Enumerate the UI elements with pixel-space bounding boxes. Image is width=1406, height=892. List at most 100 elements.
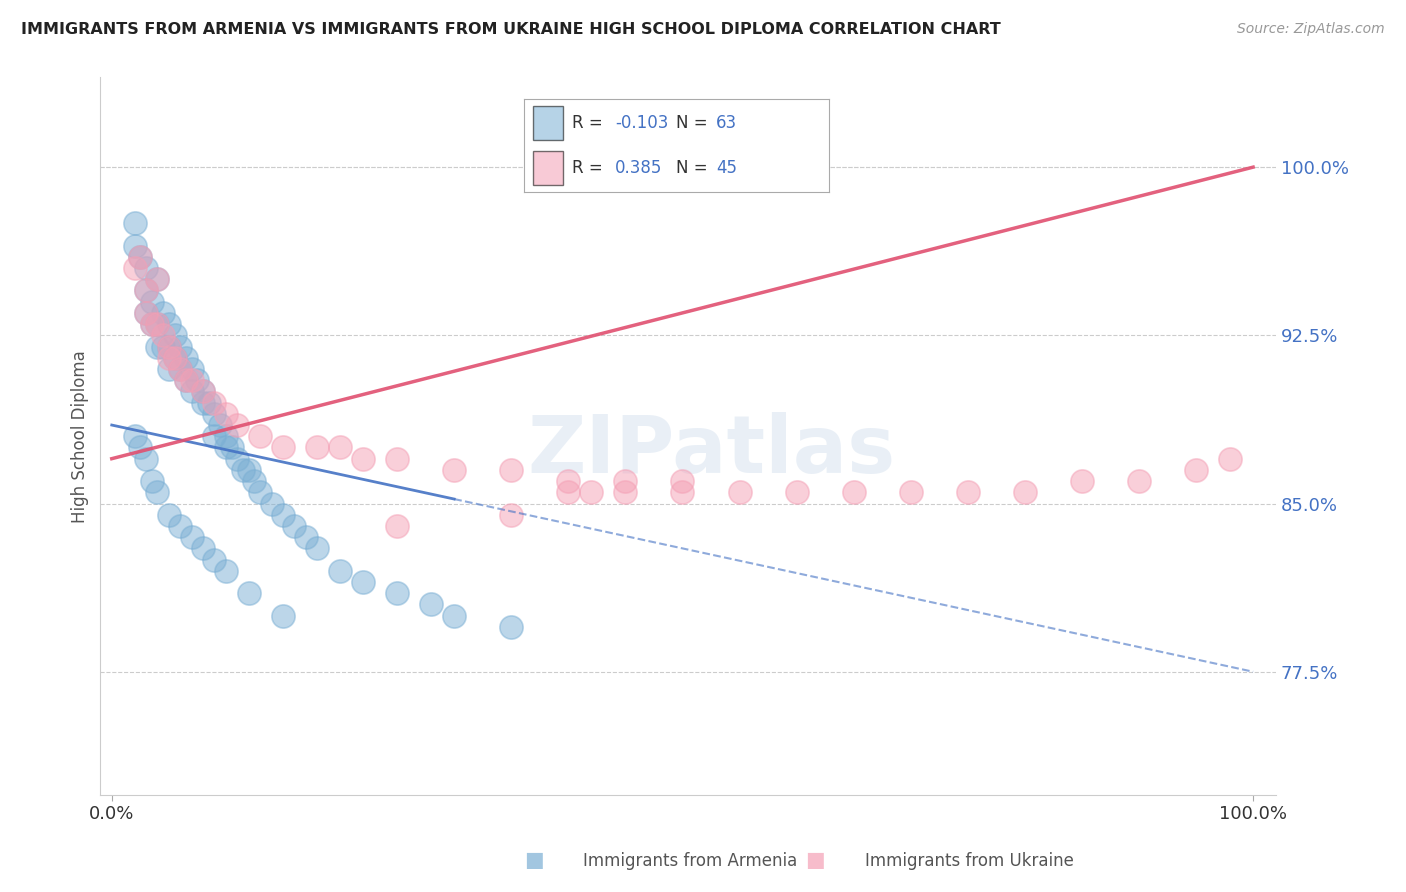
Point	[169, 362, 191, 376]
Point	[786, 485, 808, 500]
Point	[169, 362, 191, 376]
Point	[614, 474, 637, 488]
Point	[501, 620, 523, 634]
Point	[124, 429, 146, 443]
Point	[243, 474, 266, 488]
Point	[135, 306, 157, 320]
Point	[146, 317, 169, 331]
Text: ■: ■	[806, 850, 825, 870]
Point	[249, 485, 271, 500]
Text: Immigrants from Armenia: Immigrants from Armenia	[583, 852, 797, 870]
Point	[157, 340, 180, 354]
Point	[129, 250, 152, 264]
Point	[215, 564, 238, 578]
Point	[191, 541, 214, 556]
Point	[557, 474, 579, 488]
Point	[226, 418, 249, 433]
Point	[141, 294, 163, 309]
Point	[900, 485, 922, 500]
Y-axis label: High School Diploma: High School Diploma	[72, 350, 89, 523]
Point	[191, 395, 214, 409]
Point	[135, 451, 157, 466]
Point	[238, 463, 260, 477]
Point	[1128, 474, 1150, 488]
Point	[249, 429, 271, 443]
Point	[221, 441, 243, 455]
Point	[307, 541, 329, 556]
Point	[174, 351, 197, 365]
Point	[385, 519, 408, 533]
Point	[152, 328, 174, 343]
Point	[271, 441, 294, 455]
Point	[146, 272, 169, 286]
Point	[157, 351, 180, 365]
Point	[1071, 474, 1094, 488]
Point	[352, 451, 374, 466]
Point	[204, 395, 226, 409]
Point	[146, 317, 169, 331]
Point	[129, 250, 152, 264]
Point	[135, 284, 157, 298]
Point	[157, 317, 180, 331]
Point	[385, 586, 408, 600]
Point	[614, 485, 637, 500]
Point	[385, 451, 408, 466]
Point	[307, 441, 329, 455]
Point	[1014, 485, 1036, 500]
Text: IMMIGRANTS FROM ARMENIA VS IMMIGRANTS FROM UKRAINE HIGH SCHOOL DIPLOMA CORRELATI: IMMIGRANTS FROM ARMENIA VS IMMIGRANTS FR…	[21, 22, 1001, 37]
Point	[420, 598, 443, 612]
Point	[226, 451, 249, 466]
Point	[1219, 451, 1241, 466]
Point	[180, 384, 202, 399]
Point	[169, 519, 191, 533]
Point	[141, 474, 163, 488]
Point	[209, 418, 232, 433]
Point	[271, 508, 294, 522]
Point	[842, 485, 865, 500]
Point	[294, 530, 316, 544]
Point	[197, 395, 219, 409]
Point	[232, 463, 254, 477]
Point	[146, 340, 169, 354]
Point	[956, 485, 979, 500]
Point	[260, 496, 283, 510]
Point	[501, 463, 523, 477]
Text: ZIPatlas: ZIPatlas	[527, 411, 896, 490]
Point	[283, 519, 305, 533]
Point	[157, 508, 180, 522]
Point	[174, 373, 197, 387]
Point	[157, 362, 180, 376]
Text: ■: ■	[524, 850, 544, 870]
Point	[238, 586, 260, 600]
Point	[1185, 463, 1208, 477]
Point	[157, 340, 180, 354]
Point	[215, 407, 238, 421]
Point	[557, 485, 579, 500]
Point	[174, 373, 197, 387]
Point	[135, 306, 157, 320]
Point	[146, 272, 169, 286]
Point	[169, 340, 191, 354]
Point	[191, 384, 214, 399]
Point	[352, 574, 374, 589]
Point	[671, 485, 693, 500]
Point	[215, 429, 238, 443]
Point	[329, 441, 352, 455]
Point	[124, 238, 146, 252]
Point	[728, 485, 751, 500]
Point	[135, 284, 157, 298]
Point	[501, 508, 523, 522]
Point	[204, 429, 226, 443]
Text: Source: ZipAtlas.com: Source: ZipAtlas.com	[1237, 22, 1385, 37]
Point	[180, 530, 202, 544]
Point	[329, 564, 352, 578]
Point	[215, 441, 238, 455]
Point	[443, 463, 465, 477]
Point	[180, 362, 202, 376]
Point	[124, 216, 146, 230]
Point	[141, 317, 163, 331]
Point	[152, 340, 174, 354]
Point	[204, 552, 226, 566]
Point	[271, 608, 294, 623]
Point	[191, 384, 214, 399]
